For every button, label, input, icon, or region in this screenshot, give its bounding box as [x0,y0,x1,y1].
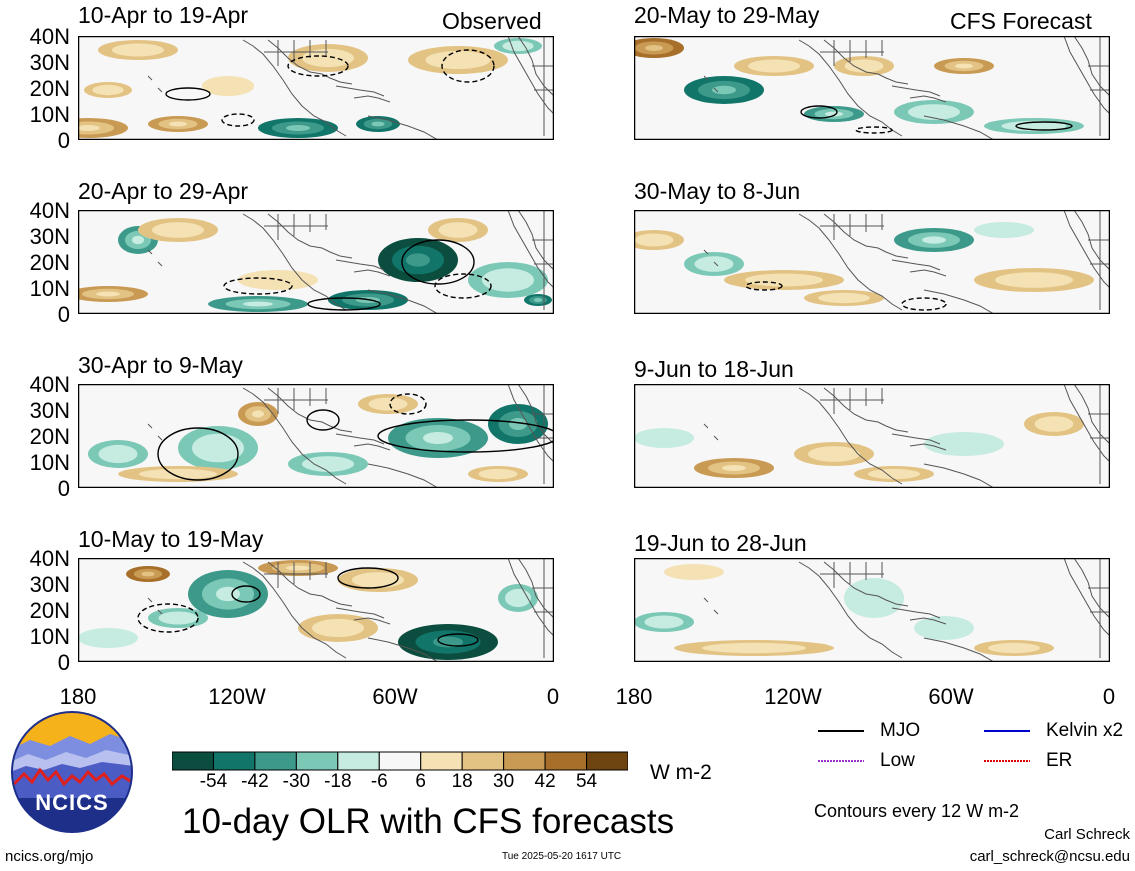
colorbar-tick-6: 18 [451,771,473,792]
legend-mjo-label: MJO [880,720,921,741]
lat-label-3-1: 30N [29,572,70,597]
legend-low-label: Low [880,750,915,771]
contours-note: Contours every 12 W m-2 [814,801,1020,821]
colorbar-swatch-0 [172,751,214,771]
lon-label-180-left: 180 [59,684,97,709]
lat-label-1-3: 10N [29,276,70,301]
lat-label-0-4: 0 [57,128,70,153]
legend-kelvin-label: Kelvin x2 [1046,720,1124,741]
lat-label-0-0: 40N [29,24,70,49]
author-name: Carl Schreck [1044,826,1130,843]
forecast-label: CFS Forecast [950,8,1092,34]
lat-label-1-2: 20N [29,250,70,275]
observed-map-1 [48,35,555,145]
lat-label-2-3: 10N [29,450,70,475]
observed-panel-2-title: 20-Apr to 29-Apr [78,178,249,204]
forecast-map-3 [633,383,1111,493]
colorbar-tick-4: -6 [370,771,388,792]
colorbar-swatch-7 [461,751,505,771]
colorbar [172,751,628,771]
colorbar-swatch-5 [378,751,422,771]
lon-label-60w-left: 60W [372,684,418,709]
lat-label-3-0: 40N [29,546,70,571]
colorbar-swatch-8 [503,751,546,771]
lat-label-3-3: 10N [29,624,70,649]
forecast-panel-1-title: 20-May to 29-May [634,2,820,28]
author-email: carl_schreck@ncsu.edu [969,848,1130,865]
observed-panel-1-title: 10-Apr to 19-Apr [78,2,249,28]
colorbar-tick-5: 6 [415,771,427,792]
legend-kelvin-line [984,730,1030,732]
logo-text: NCICS [35,790,109,815]
legend-mjo-line [818,730,864,732]
lat-label-2-1: 30N [29,398,70,423]
colorbar-tick-3: -18 [324,771,352,792]
lat-label-1-4: 0 [57,302,70,327]
colorbar-tick-2: -30 [282,771,311,792]
lon-label-60w-right: 60W [928,684,974,709]
forecast-map-1 [624,35,1111,145]
observed-map-4 [77,557,555,667]
lon-label-0-right: 0 [1102,684,1116,709]
colorbar-tick-1: -42 [241,771,269,792]
main-title: 10-day OLR with CFS forecasts [182,802,675,841]
forecast-map-4 [633,557,1111,667]
timestamp: Tue 2025-05-20 1617 UTC [502,851,622,862]
colorbar-tick-0: -54 [199,771,228,792]
observed-map-3 [77,383,559,493]
ncics-logo: NCICS [10,710,134,834]
legend-er-line [984,760,1030,762]
colorbar-tick-9: 54 [575,771,598,792]
site-url: ncics.org/mjo [5,848,94,865]
legend-low-line [818,760,864,762]
colorbar-swatch-6 [420,751,463,771]
lat-label-0-2: 20N [29,76,70,101]
lon-label-0-left: 0 [546,684,560,709]
colorbar-unit: W m-2 [650,761,712,784]
observed-panel-3-title: 30-Apr to 9-May [78,352,243,378]
lon-label-180-right: 180 [615,684,653,709]
lat-label-0-1: 30N [29,50,70,75]
colorbar-swatch-3 [295,751,339,771]
legend-er-label: ER [1046,750,1073,771]
lat-label-2-2: 20N [29,424,70,449]
forecast-panel-4-title: 19-Jun to 28-Jun [634,530,807,556]
colorbar-tick-8: 42 [534,771,556,792]
forecast-map-2 [624,209,1111,319]
forecast-panel-3-title: 9-Jun to 18-Jun [634,356,794,382]
colorbar-swatch-9 [544,751,588,771]
lat-label-3-2: 20N [29,598,70,623]
observed-map-2 [68,209,555,319]
lat-label-0-3: 10N [29,102,70,127]
colorbar-tick-7: 30 [493,771,515,792]
lon-label-120w-left: 120W [208,684,266,709]
observed-panel-4-title: 10-May to 19-May [78,526,264,552]
lat-label-2-4: 0 [57,476,70,501]
lat-label-1-0: 40N [29,198,70,223]
forecast-panel-2-title: 30-May to 8-Jun [634,178,801,204]
lat-label-1-1: 30N [29,224,70,249]
colorbar-swatch-2 [254,751,297,771]
colorbar-swatch-10 [586,751,628,771]
colorbar-swatch-4 [337,751,380,771]
colorbar-swatch-1 [212,751,256,771]
lon-label-120w-right: 120W [764,684,822,709]
lat-label-3-4: 0 [57,650,70,675]
lat-label-2-0: 40N [29,372,70,397]
observed-label: Observed [442,8,542,34]
ncics-logo-icon [11,711,133,833]
